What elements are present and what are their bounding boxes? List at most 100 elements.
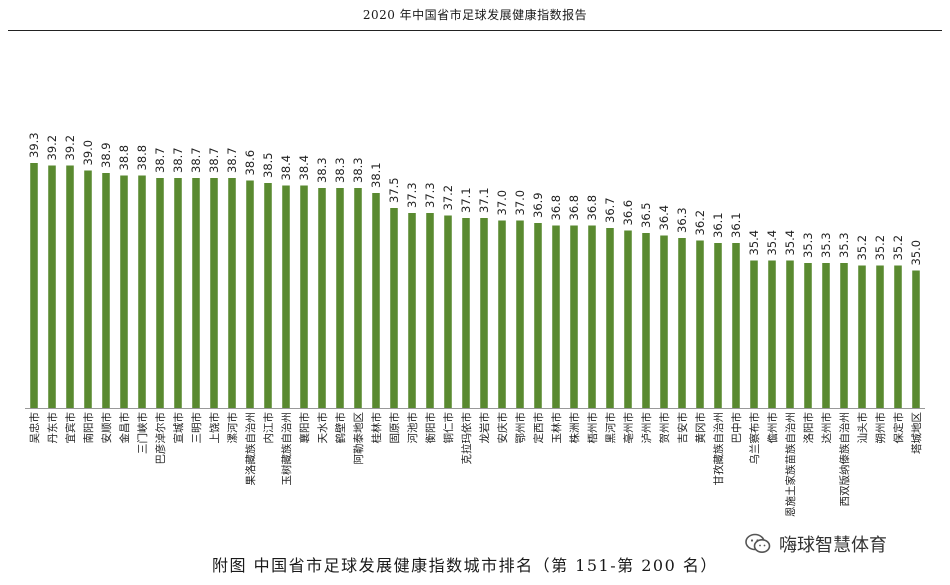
bar — [462, 218, 470, 408]
category-label: 黑河市 — [604, 412, 617, 444]
value-label: 36.7 — [603, 197, 617, 223]
value-label: 35.2 — [873, 235, 887, 261]
value-label: 39.2 — [45, 135, 59, 161]
bar — [390, 208, 398, 408]
value-label: 37.0 — [495, 190, 509, 216]
bar — [480, 218, 488, 408]
category-label: 阿勒泰地区 — [352, 412, 365, 465]
value-label: 39.0 — [81, 140, 95, 166]
value-label: 36.8 — [585, 195, 599, 221]
watermark-text: 嗨球智慧体育 — [779, 535, 887, 556]
bar — [660, 235, 668, 408]
value-label: 38.5 — [261, 152, 275, 178]
value-label: 36.9 — [531, 192, 545, 218]
value-label: 36.8 — [567, 195, 581, 221]
value-label: 38.8 — [135, 145, 149, 171]
category-label: 衡阳市 — [424, 412, 437, 444]
category-label: 达州市 — [820, 412, 833, 444]
category-label: 贺州市 — [658, 412, 671, 444]
value-label: 37.3 — [423, 182, 437, 208]
category-label: 塔城地区 — [910, 412, 923, 454]
value-label: 38.3 — [333, 157, 347, 183]
bar — [696, 240, 704, 408]
value-label: 38.4 — [279, 155, 293, 181]
value-label: 35.4 — [783, 230, 797, 256]
category-label: 巴彦淖尔市 — [154, 412, 167, 465]
category-label: 泸州市 — [640, 412, 653, 444]
category-label: 汕头市 — [856, 412, 869, 444]
category-label: 玉树藏族自治州 — [280, 412, 293, 486]
category-label: 黄冈市 — [694, 412, 707, 444]
value-label: 37.1 — [477, 187, 491, 213]
bar — [426, 213, 434, 408]
bar — [714, 243, 722, 408]
category-label: 乌兰察布市 — [748, 412, 761, 465]
value-label: 36.1 — [729, 212, 743, 238]
bar — [768, 260, 776, 408]
category-label: 龙岩市 — [478, 412, 491, 444]
bar — [372, 193, 380, 408]
bar — [552, 225, 560, 408]
bar — [642, 233, 650, 408]
bar — [678, 238, 686, 408]
value-label: 35.3 — [801, 232, 815, 258]
value-label: 35.3 — [837, 232, 851, 258]
value-label: 39.3 — [27, 132, 41, 158]
bar — [210, 178, 218, 408]
category-label: 上饶市 — [208, 412, 221, 444]
category-label: 南阳市 — [82, 412, 95, 444]
bar — [750, 260, 758, 408]
bar — [786, 260, 794, 408]
value-label: 37.1 — [459, 187, 473, 213]
value-label: 35.2 — [891, 235, 905, 261]
category-label: 亳州市 — [622, 412, 635, 444]
category-label: 三明市 — [190, 412, 203, 444]
category-label: 内江市 — [262, 412, 275, 444]
bar — [84, 170, 92, 408]
bar — [534, 223, 542, 408]
value-label: 36.8 — [549, 195, 563, 221]
bar — [318, 188, 326, 408]
category-label: 天水市 — [316, 412, 329, 444]
bar — [192, 178, 200, 408]
category-label: 丹东市 — [46, 412, 59, 444]
bar-chart: 39.3 吴忠市 39.2 丹东市 39.2 宜宾市 39.0 南阳市 38.9 安顺市 38.8 金… — [25, 132, 925, 517]
category-label: 定西市 — [532, 412, 545, 444]
category-label: 固原市 — [388, 412, 401, 444]
category-label: 桂林市 — [370, 412, 383, 444]
value-label: 38.4 — [297, 155, 311, 181]
bar — [732, 243, 740, 408]
category-label: 安顺市 — [100, 412, 113, 444]
bar — [102, 173, 110, 408]
category-label: 河池市 — [406, 412, 419, 444]
value-label: 35.3 — [819, 232, 833, 258]
bar — [840, 263, 848, 408]
category-label: 果洛藏族自治州 — [244, 412, 257, 486]
value-label: 37.5 — [387, 177, 401, 203]
category-label: 甘孜藏族自治州 — [712, 412, 725, 486]
category-label: 儋州市 — [766, 412, 779, 444]
value-label: 38.3 — [351, 157, 365, 183]
wechat-icon — [745, 533, 771, 553]
value-label: 38.3 — [315, 157, 329, 183]
category-label: 吉安市 — [676, 412, 689, 444]
value-label: 38.9 — [99, 142, 113, 168]
category-label: 朔州市 — [874, 412, 887, 444]
value-label: 38.7 — [225, 147, 239, 173]
bar — [894, 265, 902, 408]
category-label: 恩施土家族苗族自治州 — [784, 412, 797, 517]
value-label: 38.1 — [369, 162, 383, 188]
bar — [444, 215, 452, 408]
value-label: 38.8 — [117, 145, 131, 171]
category-label: 株洲市 — [568, 412, 581, 444]
category-label: 梧州市 — [586, 412, 599, 444]
header-divider — [8, 30, 942, 31]
bar — [498, 220, 506, 408]
value-label: 35.4 — [765, 230, 779, 256]
bar — [408, 213, 416, 408]
bar — [588, 225, 596, 408]
bar — [876, 265, 884, 408]
figure-caption: 附图 中国省市足球发展健康指数城市排名（第 151-第 200 名） — [212, 556, 718, 575]
value-label: 35.0 — [909, 240, 923, 266]
bar — [912, 270, 920, 408]
